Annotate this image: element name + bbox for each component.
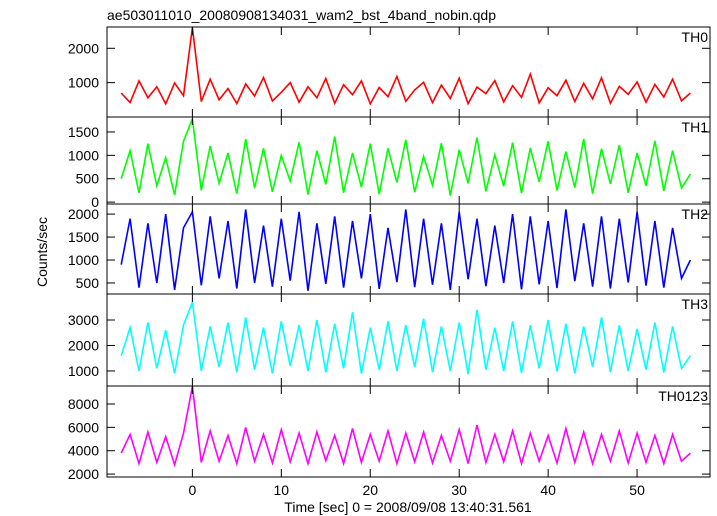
light-curve xyxy=(120,386,691,468)
y-tick-label: 6000 xyxy=(68,419,99,435)
y-tick-label: 1000 xyxy=(68,363,99,379)
y-tick-label: 500 xyxy=(76,171,100,187)
light-curve xyxy=(120,301,692,375)
x-tick-label: 10 xyxy=(274,482,290,498)
panel-frame xyxy=(106,385,711,478)
x-tick-label: 40 xyxy=(540,482,556,498)
y-tick-label: 2000 xyxy=(68,466,99,482)
y-tick-label: 1000 xyxy=(68,147,99,163)
y-axis-label: Counts/sec xyxy=(34,217,50,287)
panel-label: TH3 xyxy=(682,296,709,312)
y-tick-label: 1500 xyxy=(68,124,99,140)
x-tick-label: 20 xyxy=(362,482,378,498)
y-tick-label: 3000 xyxy=(68,312,99,328)
light-curve xyxy=(120,209,692,291)
y-tick-label: 1500 xyxy=(68,229,99,245)
light-curve xyxy=(120,27,691,106)
y-tick-label: 1000 xyxy=(68,252,99,268)
x-axis-label: Time [sec] 0 = 2008/09/08 13:40:31.561 xyxy=(284,499,532,515)
x-tick-label: 0 xyxy=(188,482,196,498)
y-tick-label: 8000 xyxy=(68,396,99,412)
y-tick-label: 4000 xyxy=(68,443,99,459)
y-tick-label: 2000 xyxy=(68,337,99,353)
panel-label: TH0123 xyxy=(658,388,708,404)
panel-label: TH0 xyxy=(682,29,709,45)
y-tick-label: 2000 xyxy=(68,40,99,56)
light-curve xyxy=(120,118,692,196)
y-tick-label: 0 xyxy=(91,194,99,210)
x-tick-label: 30 xyxy=(451,482,467,498)
x-tick-label: 50 xyxy=(629,482,645,498)
panel-label: TH2 xyxy=(682,206,709,222)
y-tick-label: 2000 xyxy=(68,206,99,222)
panel-label: TH1 xyxy=(682,119,709,135)
chart-title: ae503011010_20080908134031_wam2_bst_4ban… xyxy=(107,7,496,23)
y-tick-label: 500 xyxy=(76,275,100,291)
y-tick-label: 1000 xyxy=(68,75,99,91)
